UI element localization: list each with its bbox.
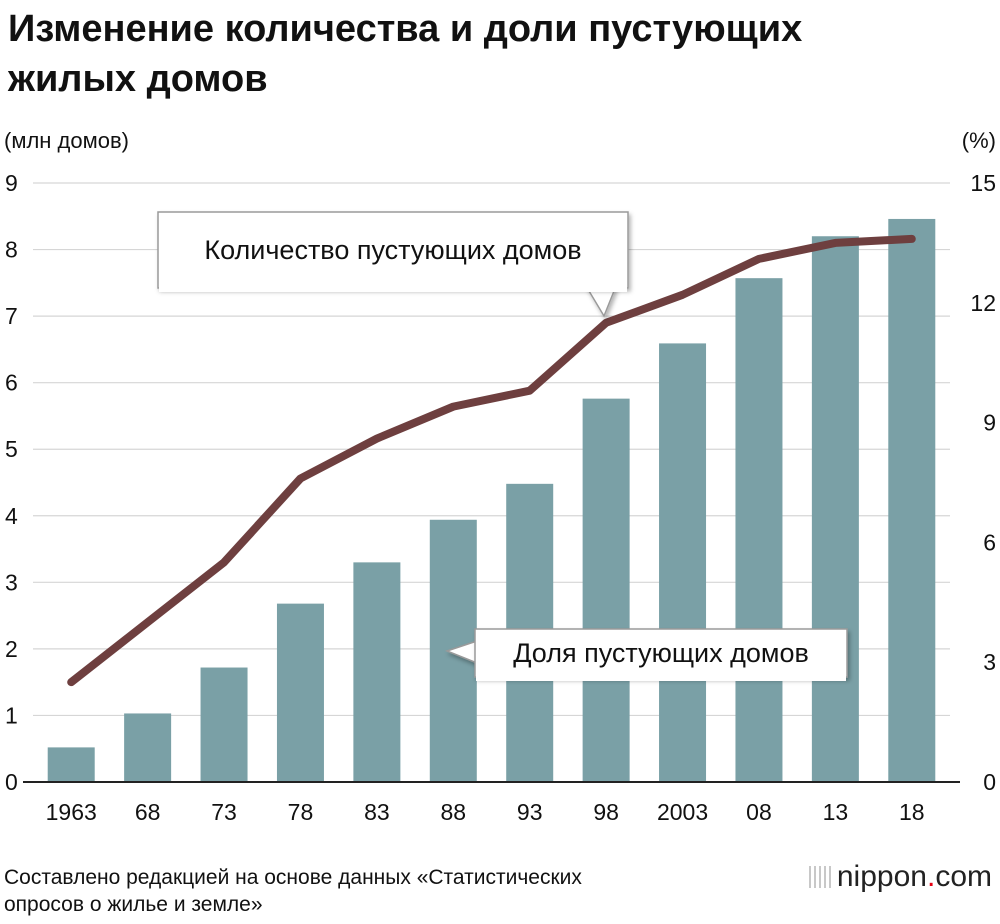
bar — [888, 218, 936, 782]
bar — [735, 278, 783, 782]
right-axis-unit: (%) — [961, 128, 996, 153]
callouts: Количество пустующих домов Доля пустующих… — [157, 211, 848, 681]
right-tick-label: 3 — [983, 649, 996, 675]
callout-mask — [159, 284, 627, 292]
left-tick-label: 8 — [5, 237, 18, 263]
callout-box — [157, 211, 629, 289]
x-tick-label: 18 — [899, 799, 925, 825]
x-tick-label: 2003 — [657, 799, 708, 825]
left-tick-label: 1 — [5, 702, 18, 728]
line-series — [67, 234, 916, 687]
left-tick-label: 7 — [5, 303, 18, 329]
bar-series — [47, 218, 936, 782]
left-axis-unit: (млн домов) — [4, 128, 129, 153]
chart-title-line-2: жилых домов — [8, 58, 268, 100]
callout-label: Доля пустующих домов — [513, 638, 809, 668]
left-tick-label: 4 — [5, 503, 18, 529]
logo-dot: . — [926, 860, 936, 893]
left-tick-label: 6 — [5, 370, 18, 396]
callout-box — [474, 628, 848, 678]
callout-label: Количество пустующих домов — [204, 235, 581, 265]
source-line-2: опросов о жилье и земле» — [4, 893, 263, 916]
right-tick-label: 15 — [970, 170, 996, 196]
x-tick-label: 73 — [211, 799, 237, 825]
left-tick-label: 0 — [5, 769, 18, 795]
logo-suffix: com — [935, 860, 992, 893]
x-tick-label: 68 — [135, 799, 161, 825]
logo-name: nippon — [836, 860, 927, 893]
x-tick-label: 88 — [440, 799, 466, 825]
x-tick-label: 83 — [364, 799, 390, 825]
source-note: Составлено редакцией на основе данных «С… — [4, 864, 582, 918]
callout-count: Количество пустующих домов — [157, 211, 629, 318]
bar — [811, 236, 859, 782]
nippon-logo: nippon.com — [808, 860, 992, 894]
bar — [582, 398, 630, 782]
right-tick-label: 12 — [970, 290, 996, 316]
left-tick-label: 9 — [5, 170, 18, 196]
bar — [353, 562, 401, 782]
left-tick-label: 5 — [5, 436, 18, 462]
bar — [200, 667, 248, 782]
x-tick-label: 08 — [746, 799, 772, 825]
left-tick-label: 3 — [5, 569, 18, 595]
logo-mark-icon — [808, 866, 831, 888]
line-path — [67, 234, 916, 687]
chart-title: Изменение количества и доли пустующих жи… — [8, 4, 968, 104]
x-tick-label: 1963 — [46, 799, 97, 825]
x-tick-label: 98 — [593, 799, 619, 825]
left-tick-label: 2 — [5, 636, 18, 662]
right-tick-label: 0 — [983, 769, 996, 795]
right-tick-label: 9 — [983, 410, 996, 436]
x-tick-label: 93 — [517, 799, 543, 825]
bar — [659, 343, 707, 782]
callout-share: Доля пустующих домов — [444, 628, 848, 681]
x-tick-label: 13 — [823, 799, 849, 825]
bar — [276, 603, 324, 782]
right-tick-label: 6 — [983, 529, 996, 555]
source-line-1: Составлено редакцией на основе данных «С… — [4, 866, 582, 889]
bar — [124, 713, 172, 782]
x-tick-label: 78 — [288, 799, 314, 825]
chart-title-line-1: Изменение количества и доли пустующих — [8, 8, 803, 50]
callout-mask — [476, 673, 846, 681]
bar — [47, 747, 95, 782]
